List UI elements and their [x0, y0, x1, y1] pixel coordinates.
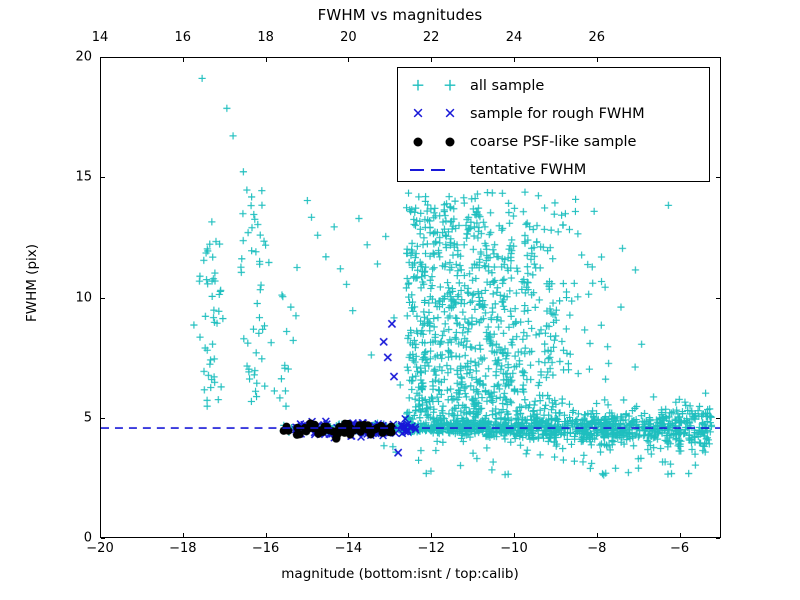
- x-tick-label-bottom: −16: [251, 541, 280, 556]
- x-tick-label-bottom: −20: [86, 541, 114, 556]
- y-tick-mark-right: [716, 417, 720, 419]
- legend-label-psf-like: coarse PSF-like sample: [470, 134, 637, 150]
- x-tick-label-top: 20: [340, 30, 357, 45]
- y-tick-mark: [101, 417, 105, 419]
- y-tick-label: 15: [75, 169, 92, 185]
- legend-marker-cross-icon: ✕ ✕: [411, 104, 457, 123]
- x-tick-mark-top: [596, 58, 598, 62]
- y-axis-label: FWHM (pix): [24, 243, 40, 323]
- y-tick-mark: [101, 177, 105, 179]
- x-tick-mark-top: [514, 58, 515, 62]
- x-tick-mark-bottom: [182, 533, 184, 537]
- chart-title: FWHM vs magnitudes: [317, 6, 483, 24]
- x-tick-label-bottom: −10: [500, 541, 528, 556]
- x-tick-mark-bottom: [265, 533, 267, 537]
- y-tick-mark: [101, 297, 105, 299]
- x-tick-label-bottom: −6: [670, 541, 690, 556]
- x-tick-label-bottom: −12: [417, 541, 445, 556]
- chart-legend: + + all sample ✕ ✕ sample for rough FWHM…: [397, 67, 710, 182]
- y-tick-mark: [101, 57, 105, 58]
- y-tick-label: 0: [83, 530, 92, 546]
- y-tick-mark-right: [716, 538, 720, 539]
- legend-label-tentative-fwhm: tentative FWHM: [470, 162, 587, 178]
- x-tick-label-top: 16: [174, 30, 192, 45]
- legend-label-all-sample: all sample: [470, 78, 545, 94]
- x-tick-mark-top: [265, 58, 267, 62]
- x-tick-mark-bottom: [348, 533, 350, 537]
- x-tick-mark-bottom: [514, 533, 515, 537]
- legend-label-rough-fwhm: sample for rough FWHM: [470, 106, 645, 122]
- x-tick-label-top: 24: [505, 30, 523, 45]
- x-tick-label-bottom: −18: [169, 541, 197, 556]
- legend-item-rough-fwhm: ✕ ✕ sample for rough FWHM: [398, 100, 709, 128]
- x-tick-mark-top: [348, 58, 350, 62]
- x-tick-label-top: 18: [257, 30, 274, 45]
- x-tick-label-top: 14: [91, 30, 109, 45]
- x-tick-label-top: 26: [588, 30, 606, 45]
- x-tick-mark-bottom: [596, 533, 598, 537]
- x-tick-mark-bottom: [100, 533, 101, 537]
- y-tick-mark-right: [716, 57, 720, 58]
- legend-item-tentative-fwhm: tentative FWHM: [398, 156, 709, 184]
- y-tick-mark-right: [716, 177, 720, 179]
- x-tick-mark-top: [431, 58, 433, 62]
- x-tick-mark-bottom: [679, 533, 681, 537]
- x-tick-label-bottom: −14: [334, 541, 363, 556]
- x-tick-mark-top: [100, 58, 101, 62]
- y-tick-label: 20: [75, 49, 92, 65]
- x-tick-mark-bottom: [431, 533, 433, 537]
- legend-item-psf-like: coarse PSF-like sample: [398, 128, 709, 156]
- x-axis-label-bottom: magnitude (bottom:isnt / top:calib): [281, 566, 519, 582]
- y-tick-label: 5: [83, 410, 92, 426]
- x-tick-mark-top: [182, 58, 184, 62]
- y-tick-label: 10: [75, 290, 92, 305]
- x-tick-label-top: 22: [422, 30, 440, 45]
- legend-marker-dot-icon: [398, 128, 470, 156]
- legend-marker-plus-icon: + +: [410, 75, 458, 96]
- y-tick-mark-right: [716, 297, 720, 299]
- legend-item-all-sample: + + all sample: [398, 72, 709, 100]
- y-tick-mark: [101, 538, 105, 539]
- x-tick-label-bottom: −8: [587, 541, 607, 556]
- legend-marker-dashed-line-icon: [398, 156, 470, 184]
